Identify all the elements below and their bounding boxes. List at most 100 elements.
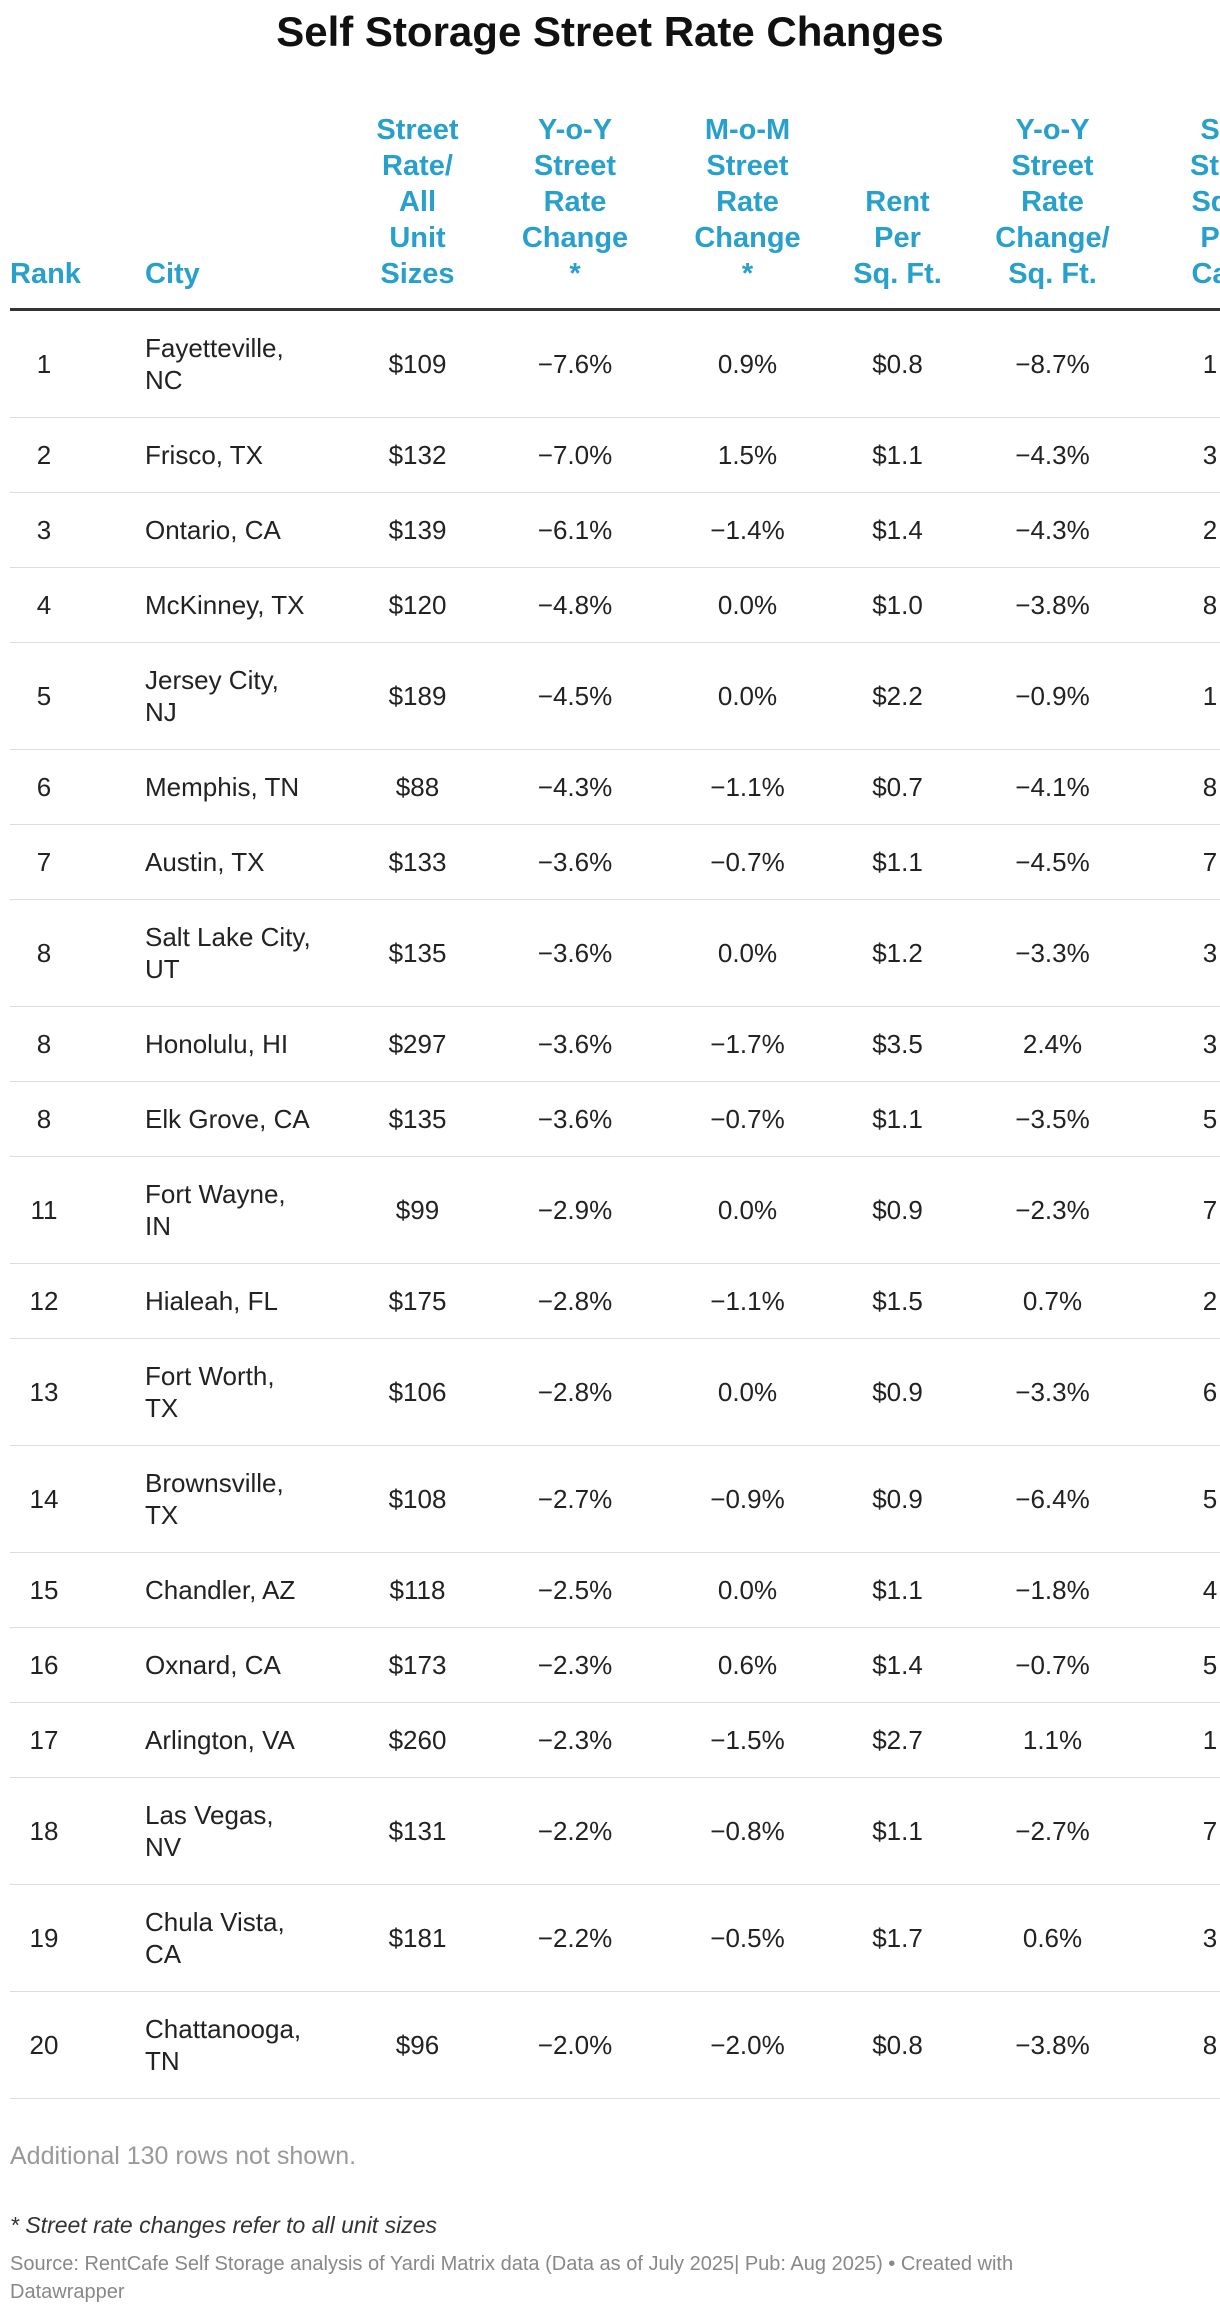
table-row: 16 Oxnard, CA $173 −2.3% 0.6% $1.4 −0.7% 5 [10, 1627, 1220, 1703]
cell: −2.2% [490, 1884, 660, 1992]
cell: 0.6% [960, 1884, 1145, 1992]
header-text: Y-o-Y Street Rate Change/ Sq. Ft. [995, 114, 1110, 290]
table-row: 13 Fort Worth, TX $106 −2.8% 0.0% $0.9 −3.3% 6 [10, 1338, 1220, 1446]
source: Source: RentCafe Self Storage analysis o… [10, 2253, 1014, 2303]
cell: 18 [10, 1777, 78, 1885]
cell: 7 [10, 824, 78, 900]
table-row: 1 Fayetteville, NC $109 −7.6% 0.9% $0.8 −8.7% 1 [10, 309, 1220, 418]
cell: 4 [1145, 1552, 1220, 1628]
cell: $1.1 [835, 824, 960, 900]
cell: $1.1 [835, 417, 960, 493]
city-cell: Salt Lake City, UT [78, 899, 345, 1007]
cell: 0.0% [660, 1156, 835, 1264]
table-row: 5 Jersey City, NJ $189 −4.5% 0.0% $2.2 −0.9% 1 [10, 642, 1220, 750]
cell: $1.7 [835, 1884, 960, 1992]
header-text: M-o-M Street Rate Change * [694, 114, 801, 290]
cell: $133 [345, 824, 490, 900]
header-text: Rent Per Sq. Ft. [853, 186, 942, 290]
cell: 7 [1145, 1156, 1220, 1264]
cell: 5 [1145, 1627, 1220, 1703]
city-cell: Austin, TX [78, 824, 345, 900]
cell: −1.1% [660, 1263, 835, 1339]
cell: $135 [345, 1081, 490, 1157]
cell: −2.0% [490, 1991, 660, 2099]
cell: −3.6% [490, 899, 660, 1007]
cell: $109 [345, 309, 490, 418]
cell: 5 [10, 642, 78, 750]
city-cell: Ontario, CA [78, 492, 345, 568]
table-row: 15 Chandler, AZ $118 −2.5% 0.0% $1.1 −1.8% 4 [10, 1552, 1220, 1628]
cell: −0.5% [660, 1884, 835, 1992]
city-cell: Chula Vista, CA [78, 1884, 345, 1992]
table-row: 12 Hialeah, FL $175 −2.8% −1.1% $1.5 0.7% 2 [10, 1263, 1220, 1339]
cell: −0.7% [960, 1627, 1145, 1703]
header-text: S Sto Sq P Ca [1190, 114, 1220, 290]
table-row: 11 Fort Wayne, IN $99 −2.9% 0.0% $0.9 −2.3% 7 [10, 1156, 1220, 1264]
cell: −3.8% [960, 1991, 1145, 2099]
cell: −2.3% [490, 1702, 660, 1778]
cell: 0.0% [660, 899, 835, 1007]
cell: 2.4% [960, 1006, 1145, 1082]
cell: −4.1% [960, 749, 1145, 825]
cell: −1.8% [960, 1552, 1145, 1628]
cell: −0.7% [660, 1081, 835, 1157]
cell: −4.5% [490, 642, 660, 750]
cell: $1.1 [835, 1552, 960, 1628]
cell: 5 [1145, 1081, 1220, 1157]
cell: $1.4 [835, 1627, 960, 1703]
cell: 8 [10, 1006, 78, 1082]
city-cell: Arlington, VA [78, 1702, 345, 1778]
cell: −4.3% [490, 749, 660, 825]
cell: $132 [345, 417, 490, 493]
cell: 19 [10, 1884, 78, 1992]
header-row: Rank City Street Rate/ All Unit Sizes Y-o-Y… [10, 112, 1220, 311]
city-cell: Chattanooga, TN [78, 1991, 345, 2099]
cell: 8 [10, 1081, 78, 1157]
city-cell: Elk Grove, CA [78, 1081, 345, 1157]
cell: 2 [10, 417, 78, 493]
column-header: Rank [10, 112, 81, 311]
city-cell: Memphis, TN [78, 749, 345, 825]
cell: 6 [10, 749, 78, 825]
cell: −2.9% [490, 1156, 660, 1264]
table-row: 8 Honolulu, HI $297 −3.6% −1.7% $3.5 2.4% 3 [10, 1006, 1220, 1082]
rows-note: Additional 130 rows not shown. [10, 2142, 357, 2170]
cell: −2.3% [490, 1627, 660, 1703]
cell: 13 [10, 1338, 78, 1446]
table-row: 14 Brownsville, TX $108 −2.7% −0.9% $0.9 −6.4%… [10, 1445, 1220, 1553]
cell: −4.8% [490, 567, 660, 643]
cell: 6 [1145, 1338, 1220, 1446]
cell: −2.0% [660, 1991, 835, 2099]
cell: $0.7 [835, 749, 960, 825]
city-cell: Fayetteville, NC [78, 309, 345, 418]
cell: 12 [10, 1263, 78, 1339]
city-cell: Frisco, TX [78, 417, 345, 493]
cell: $297 [345, 1006, 490, 1082]
cell: 0.0% [660, 1338, 835, 1446]
footnote: * Street rate changes refer to all unit … [10, 2212, 437, 2238]
city-cell: Honolulu, HI [78, 1006, 345, 1082]
cell: 7 [1145, 824, 1220, 900]
cell: −6.1% [490, 492, 660, 568]
cell: $118 [345, 1552, 490, 1628]
cell: 5 [1145, 1445, 1220, 1553]
table-wrap: Rank City Street Rate/ All Unit Sizes Y-o-Y… [0, 112, 1220, 2099]
cell: 17 [10, 1702, 78, 1778]
cell: −4.3% [960, 492, 1145, 568]
column-header: Rent Per Sq. Ft. [835, 112, 960, 311]
cell: $2.2 [835, 642, 960, 750]
cell: −2.8% [490, 1338, 660, 1446]
cell: −0.7% [660, 824, 835, 900]
cell: $99 [345, 1156, 490, 1264]
cell: $0.9 [835, 1445, 960, 1553]
table-row: 2 Frisco, TX $132 −7.0% 1.5% $1.1 −4.3% 3 [10, 417, 1220, 493]
cell: 4 [10, 567, 78, 643]
cell: −6.4% [960, 1445, 1145, 1553]
cell: −4.3% [960, 417, 1145, 493]
cell: $3.5 [835, 1006, 960, 1082]
cell: 8 [1145, 1991, 1220, 2099]
cell: −7.0% [490, 417, 660, 493]
column-header: Y-o-Y Street Rate Change * [490, 112, 660, 311]
cell: −2.8% [490, 1263, 660, 1339]
